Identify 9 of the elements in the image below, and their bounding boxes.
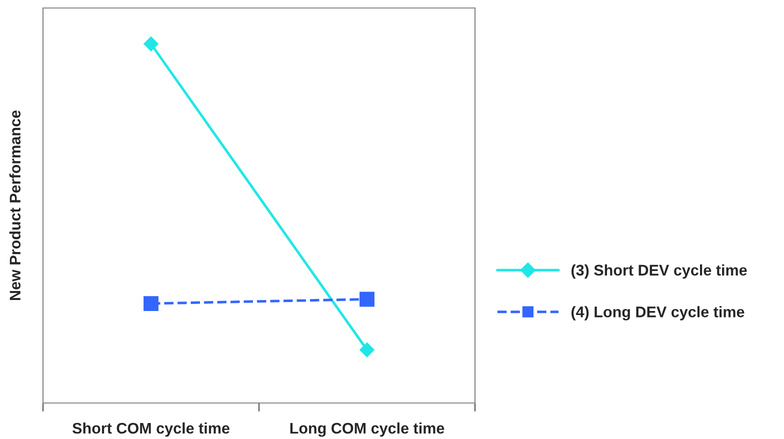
point — [144, 296, 158, 311]
y-axis-title: New Product Performance — [9, 110, 21, 300]
point — [144, 36, 158, 52]
point — [360, 292, 374, 307]
x-tick-label: Long COM cycle time — [290, 422, 444, 437]
legend-label: (3) Short DEV cycle time — [571, 264, 747, 279]
legend-label: (4) Long DEV cycle time — [571, 306, 744, 320]
point — [360, 342, 374, 358]
x-tick-label: Short COM cycle time — [72, 422, 230, 437]
